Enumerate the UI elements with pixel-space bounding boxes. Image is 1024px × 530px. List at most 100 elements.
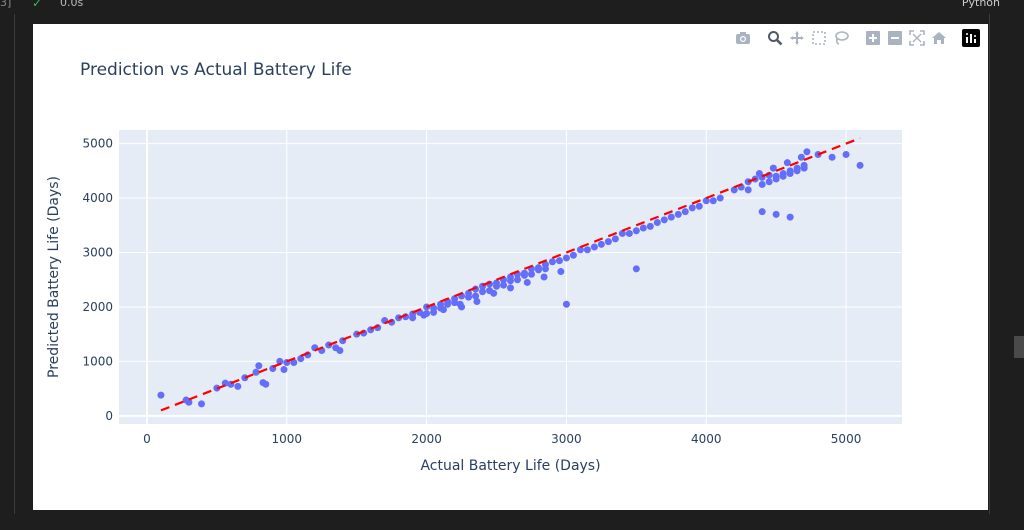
data-point[interactable]: [252, 368, 260, 376]
data-point[interactable]: [632, 265, 640, 273]
data-point[interactable]: [772, 210, 780, 218]
data-point[interactable]: [604, 238, 612, 246]
data-point[interactable]: [828, 153, 836, 161]
autoscale-icon[interactable]: [906, 28, 928, 48]
y-tick-label: 2000: [82, 300, 113, 314]
data-point[interactable]: [486, 287, 494, 295]
zoom-icon[interactable]: [764, 28, 786, 48]
scatter-chart[interactable]: 0 1000 2000 3000 4000 5000 0 1000 2000 3000 4000 5…: [33, 24, 988, 510]
data-point[interactable]: [197, 400, 205, 408]
data-point[interactable]: [262, 380, 270, 388]
data-point[interactable]: [541, 265, 549, 273]
data-point[interactable]: [744, 186, 752, 194]
data-point[interactable]: [523, 278, 531, 286]
data-point[interactable]: [755, 170, 763, 178]
data-point[interactable]: [758, 180, 766, 188]
data-point[interactable]: [534, 266, 542, 274]
data-point[interactable]: [625, 229, 633, 237]
data-point[interactable]: [702, 197, 710, 205]
data-point[interactable]: [769, 164, 777, 172]
data-point[interactable]: [507, 284, 514, 292]
data-point[interactable]: [842, 151, 850, 158]
data-point[interactable]: [527, 270, 535, 278]
data-point[interactable]: [562, 300, 570, 308]
data-point[interactable]: [458, 303, 466, 311]
data-point[interactable]: [793, 167, 801, 175]
data-point[interactable]: [507, 277, 514, 285]
data-point[interactable]: [709, 197, 717, 205]
data-point[interactable]: [758, 208, 766, 216]
zoom-out-icon[interactable]: [884, 28, 906, 48]
data-point[interactable]: [540, 273, 548, 281]
plotly-logo-icon[interactable]: [960, 28, 982, 48]
data-point[interactable]: [786, 170, 794, 178]
data-point[interactable]: [555, 257, 563, 265]
data-point[interactable]: [667, 213, 675, 221]
data-point[interactable]: [779, 172, 787, 180]
data-point[interactable]: [451, 299, 459, 307]
data-point[interactable]: [783, 159, 791, 167]
data-point[interactable]: [681, 208, 689, 216]
data-point[interactable]: [185, 398, 193, 406]
data-point[interactable]: [674, 210, 682, 218]
data-point[interactable]: [730, 186, 738, 194]
camera-icon[interactable]: [732, 28, 754, 48]
data-point[interactable]: [797, 153, 805, 161]
data-point[interactable]: [569, 251, 577, 259]
data-point[interactable]: [493, 282, 501, 290]
data-point[interactable]: [856, 161, 864, 169]
data-point[interactable]: [336, 347, 344, 354]
data-point[interactable]: [716, 194, 724, 202]
data-point[interactable]: [276, 357, 284, 365]
data-point[interactable]: [639, 224, 647, 232]
data-point[interactable]: [557, 268, 565, 276]
data-point[interactable]: [653, 219, 661, 227]
data-point[interactable]: [234, 382, 242, 390]
data-point[interactable]: [423, 309, 431, 317]
data-point[interactable]: [772, 175, 780, 183]
data-point[interactable]: [520, 271, 528, 279]
data-point[interactable]: [695, 202, 703, 210]
data-point[interactable]: [688, 204, 696, 212]
data-point[interactable]: [660, 216, 668, 224]
data-point[interactable]: [548, 258, 556, 266]
data-point[interactable]: [590, 243, 598, 251]
data-point[interactable]: [803, 148, 811, 156]
data-point[interactable]: [583, 246, 591, 254]
data-point[interactable]: [479, 288, 487, 296]
data-point[interactable]: [618, 229, 626, 237]
reset-axes-icon[interactable]: [928, 28, 950, 48]
scrollbar-thumb[interactable]: [1014, 336, 1024, 358]
zoom-in-icon[interactable]: [862, 28, 884, 48]
data-point[interactable]: [290, 358, 298, 366]
data-point[interactable]: [157, 391, 165, 399]
x-tick-label: 1000: [272, 432, 303, 446]
data-point[interactable]: [646, 222, 654, 230]
data-point[interactable]: [473, 298, 481, 305]
pan-icon[interactable]: [786, 28, 808, 48]
data-point[interactable]: [800, 164, 808, 172]
data-point[interactable]: [409, 314, 417, 322]
data-point[interactable]: [437, 304, 445, 312]
data-point[interactable]: [444, 300, 452, 308]
data-point[interactable]: [611, 235, 619, 243]
chart-title: Prediction vs Actual Battery Life: [80, 60, 352, 80]
lasso-select-icon[interactable]: [830, 28, 852, 48]
data-point[interactable]: [297, 355, 305, 363]
data-point[interactable]: [576, 246, 584, 254]
data-point[interactable]: [786, 213, 794, 221]
data-point[interactable]: [430, 308, 438, 316]
kernel-label[interactable]: Python: [961, 0, 1000, 9]
data-point[interactable]: [562, 254, 570, 262]
data-point[interactable]: [597, 240, 605, 248]
data-point[interactable]: [472, 292, 480, 300]
data-point[interactable]: [513, 276, 521, 284]
box-select-icon[interactable]: [808, 28, 830, 48]
data-point[interactable]: [255, 362, 263, 370]
x-tick-labels: 0 1000 2000 3000 4000 5000: [143, 432, 861, 446]
data-point[interactable]: [632, 227, 640, 235]
data-point[interactable]: [765, 178, 773, 186]
data-point[interactable]: [465, 293, 473, 301]
data-point[interactable]: [500, 281, 508, 289]
data-point[interactable]: [280, 366, 288, 374]
